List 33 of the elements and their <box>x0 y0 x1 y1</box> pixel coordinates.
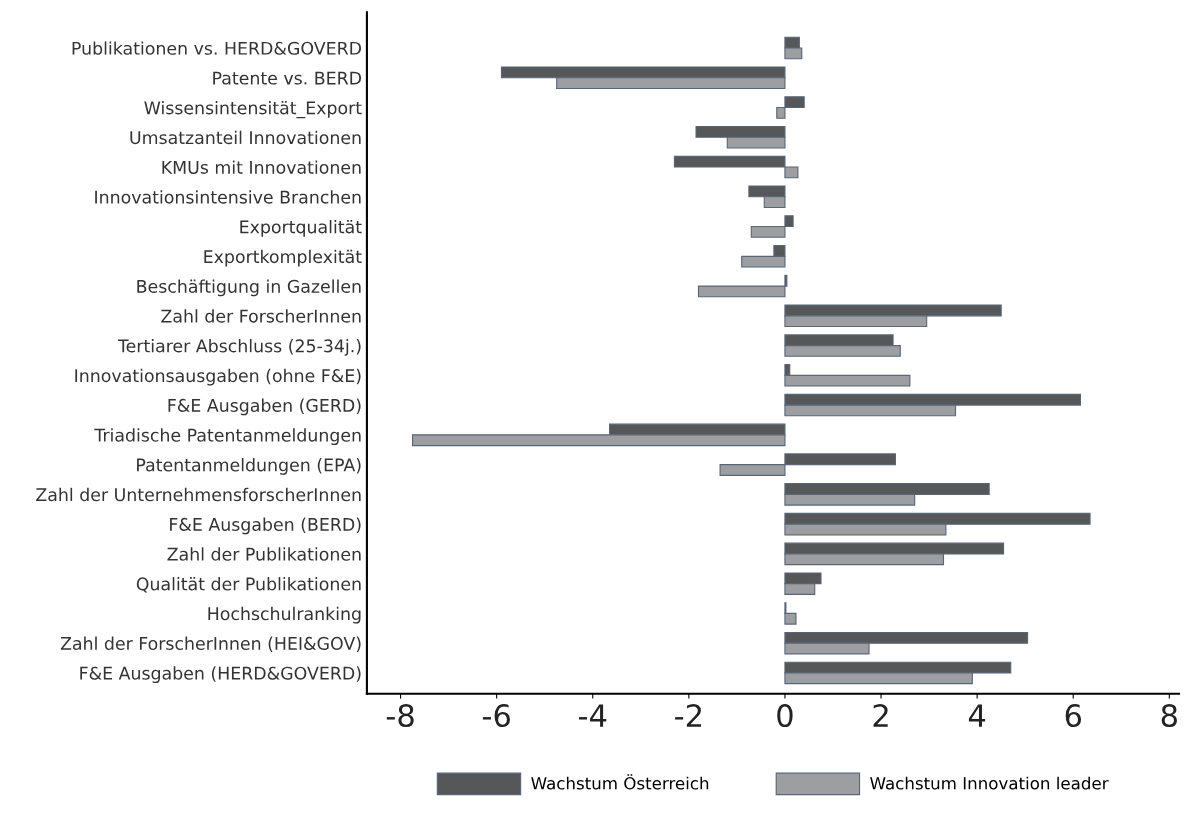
y-tick-label: KMUs mit Innovationen <box>162 160 361 174</box>
y-tick-label: Triadische Patentanmeldungen <box>94 428 361 446</box>
y-tick-label: Zahl der ForscherInnen (HEI&GOV) <box>60 636 361 653</box>
y-tick-label: Patente vs. BERD <box>213 71 362 85</box>
x-tick-label: -8 <box>386 704 414 728</box>
x-tick-label: 2 <box>873 704 888 727</box>
y-tick-label: Zahl der ForscherInnen <box>161 309 361 323</box>
y-tick-label: Qualität der Publikationen <box>136 577 361 593</box>
y-tick-label: Beschäftigung in Gazellen <box>137 279 361 297</box>
x-tick-label: -6 <box>482 704 510 728</box>
y-tick-label: F&E Ausgaben (BERD) <box>170 517 361 535</box>
x-tick-label: 6 <box>1065 704 1082 728</box>
y-tick-label: Wissensintensität_Export <box>144 100 362 119</box>
y-tick-label: Exportkomplexität <box>204 249 362 267</box>
y-tick-label: Hochschulranking <box>208 606 361 624</box>
y-tick-label: Patentanmeldungen (EPA) <box>137 458 361 475</box>
x-tick-label: -4 <box>579 704 607 727</box>
legend-label: Wachstum Innovation leader <box>870 776 1109 790</box>
y-tick-label: Publikationen vs. HERD&GOVERD <box>72 41 362 55</box>
x-tick-label: 8 <box>1161 704 1177 728</box>
y-tick-label: Tertiarer Abschluss (25-34j.) <box>117 338 361 356</box>
y-tick-label: F&E Ausgaben (HERD&GOVERD) <box>80 666 361 684</box>
x-tick-label: 4 <box>968 704 986 727</box>
y-tick-label: Innovationsausgaben (ohne F&E) <box>75 368 361 386</box>
y-tick-label: Zahl der Publikationen <box>167 547 361 561</box>
y-tick-label: Umsatzanteil Innovationen <box>130 130 361 145</box>
legend-label: Wachstum Österreich <box>531 774 709 790</box>
y-tick-label: Innovationsintensive Branchen <box>95 190 361 204</box>
y-tick-label: Zahl der UnternehmensforscherInnen <box>36 487 361 502</box>
y-tick-label: Exportqualität <box>240 219 362 237</box>
x-tick-label: -2 <box>675 704 702 727</box>
y-tick-label: F&E Ausgaben (GERD) <box>168 398 361 416</box>
x-tick-label: 0 <box>777 704 793 728</box>
